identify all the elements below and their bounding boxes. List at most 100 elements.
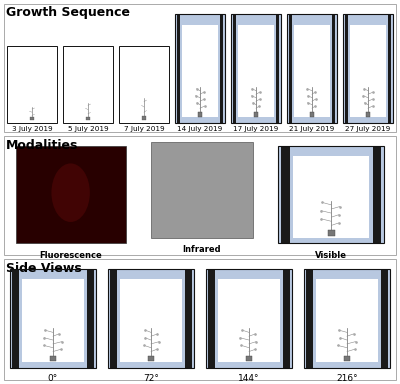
Bar [388,14,392,124]
Bar [306,269,313,368]
Text: 17 July 2019: 17 July 2019 [233,126,279,132]
Bar [287,14,294,124]
Bar [12,269,19,368]
Bar [304,362,390,368]
Bar [86,117,90,121]
Bar [344,356,350,361]
Bar [254,112,258,117]
Bar [278,146,384,243]
Bar [287,14,337,25]
Text: 3 July 2019: 3 July 2019 [12,126,52,132]
Bar [231,14,281,124]
Bar [151,142,253,237]
Text: 5 July 2019: 5 July 2019 [68,126,108,132]
Bar [206,362,292,368]
Bar [7,46,57,124]
Bar [278,146,384,156]
Bar [175,14,225,124]
Bar [110,269,117,368]
Bar [343,117,393,124]
Bar [175,117,225,124]
Bar [231,14,281,124]
Bar [283,269,290,368]
Bar [218,14,225,124]
Bar [278,238,384,243]
Bar [176,14,180,124]
Bar [231,117,281,124]
Bar [108,362,194,368]
Bar [328,230,335,236]
Bar [378,269,390,368]
Bar [206,269,292,368]
Bar [63,46,113,124]
Bar [50,356,56,361]
Bar [278,146,384,243]
Bar [304,269,390,368]
Text: Modalities: Modalities [6,139,78,152]
Bar [332,14,336,124]
Bar [343,14,350,124]
Bar [343,14,393,124]
Bar [175,14,225,25]
Ellipse shape [52,164,90,222]
Bar [206,269,218,368]
Text: 27 July 2019: 27 July 2019 [345,126,391,132]
Text: 72°: 72° [143,374,159,383]
Bar [10,269,96,368]
Text: Infrared: Infrared [183,245,221,254]
Bar [232,14,236,124]
Bar [231,14,281,25]
Text: 7 July 2019: 7 July 2019 [124,126,164,132]
Bar [10,362,96,368]
Bar [310,112,314,117]
Bar [276,14,280,124]
Bar [280,269,292,368]
Bar [10,269,22,368]
Bar [304,269,316,368]
Bar [281,146,290,243]
Bar [246,356,252,361]
Bar [220,14,224,124]
Bar [288,14,292,124]
Bar [287,14,337,124]
Bar [16,146,126,243]
Bar [108,269,194,368]
Bar [10,269,96,279]
Bar [175,14,182,124]
Bar [182,269,194,368]
Text: Visible: Visible [315,251,347,260]
Bar [386,14,393,124]
Bar [148,356,154,361]
Bar [84,269,96,368]
Text: 144°: 144° [238,374,260,383]
Bar [208,269,215,368]
Text: 0°: 0° [48,374,58,383]
Text: 14 July 2019: 14 July 2019 [177,126,223,132]
Text: 216°: 216° [336,374,358,383]
Bar [287,117,337,124]
Bar [108,269,194,279]
Text: Side Views: Side Views [6,262,82,275]
Bar [206,269,292,279]
Text: Growth Sequence: Growth Sequence [6,7,130,20]
Bar [274,14,281,124]
Bar [366,112,370,117]
Bar [304,269,390,368]
Bar [206,269,292,368]
Bar [30,118,34,121]
Bar [287,14,337,124]
Text: Fluorescence: Fluorescence [39,251,102,260]
Bar [10,269,96,368]
Bar [108,269,120,368]
Bar [142,116,146,121]
Bar [119,46,169,124]
Bar [370,146,384,243]
Bar [87,269,94,368]
Bar [278,146,293,243]
Text: 21 July 2019: 21 July 2019 [289,126,335,132]
Bar [231,14,238,124]
Bar [175,14,225,124]
Bar [343,14,393,124]
Bar [304,269,390,279]
Bar [198,112,202,117]
